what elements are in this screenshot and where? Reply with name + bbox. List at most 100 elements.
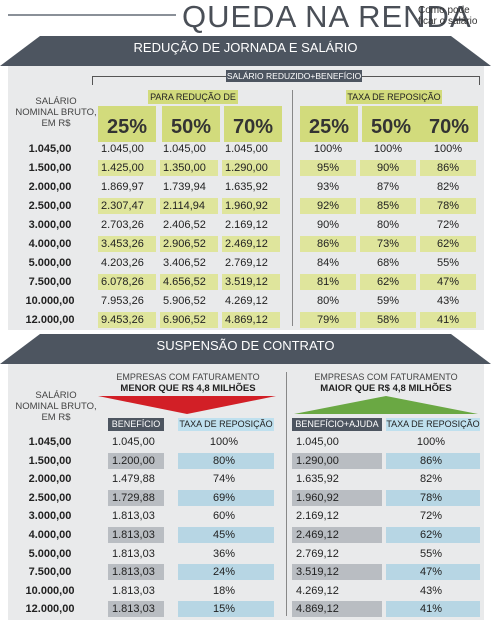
replacement-rate-cell: 43%: [436, 295, 460, 307]
rate-right-column-header: TAXA DE REPOSIÇÃO: [386, 418, 480, 431]
row-highlight: [386, 601, 480, 617]
row-highlight: [108, 601, 164, 617]
row-highlight: [222, 274, 280, 290]
section1-band-shape: [0, 36, 491, 66]
row-highlight: [160, 236, 218, 252]
benefit-cell: 1.813,03: [112, 548, 155, 560]
row-highlight: [300, 198, 356, 214]
row-highlight: [160, 274, 218, 290]
salary-row-label: 1.500,00: [28, 455, 72, 467]
percent-header-bg: [300, 106, 358, 142]
replacement-rate-cell: 86%: [316, 238, 340, 250]
replacement-rate-cell: 93%: [316, 181, 340, 193]
section2-band-shape: [0, 334, 491, 364]
benefit-cell: 1.479,88: [112, 473, 155, 485]
percent-header-bg: [362, 106, 420, 142]
row-highlight: [108, 453, 164, 469]
reduced-salary-cell: 1.425,00: [101, 162, 144, 174]
benefit-cell: 1.635,92: [296, 473, 339, 485]
replacement-rate-cell: 69%: [212, 492, 236, 504]
reduced-salary-cell: 6.906,52: [163, 314, 206, 326]
row-highlight: [108, 527, 164, 543]
salary-row-label: 2.500,00: [28, 200, 72, 212]
reduced-salary-cell: 5.906,52: [163, 295, 206, 307]
row-highlight: [360, 236, 416, 252]
row-highlight: [300, 312, 356, 328]
reduced-salary-cell: 4.869,12: [225, 314, 268, 326]
reduced-salary-cell: 3.453,26: [101, 238, 144, 250]
benefit-cell: 1.729,88: [112, 492, 155, 504]
reduced-salary-cell: 1.635,92: [225, 181, 268, 193]
benefit-cell: 4.869,12: [296, 603, 339, 615]
benefit-cell: 1.290,00: [296, 455, 339, 467]
benefit-cell: 1.813,03: [112, 585, 155, 597]
reduced-salary-cell: 1.290,00: [225, 162, 268, 174]
row-highlight: [98, 274, 156, 290]
right-group-line1: EMPRESAS COM FATURAMENTO: [314, 372, 458, 382]
replacement-rate-cell: 62%: [419, 529, 443, 541]
row-highlight: [98, 312, 156, 328]
green-up-arrow: [294, 396, 478, 414]
row-highlight: [222, 312, 280, 328]
salary-row-label: 5.000,00: [28, 257, 72, 269]
red-down-arrow: [98, 396, 276, 414]
benefit-aid-column-header: BENEFÍCIO+AJUDA: [292, 418, 382, 431]
salary-row-label: 12.000,00: [25, 314, 75, 326]
replacement-rate-cell: 86%: [436, 162, 460, 174]
row-highlight: [420, 236, 476, 252]
replacement-rate-cell: 74%: [212, 473, 236, 485]
replacement-rate-cell: 60%: [212, 510, 236, 522]
reduced-salary-cell: 7.953,26: [101, 295, 144, 307]
salary-row-label: 3.000,00: [28, 219, 72, 231]
benefit-cell: 2.169,12: [296, 510, 339, 522]
replacement-rate-cell: 82%: [419, 473, 443, 485]
percent-header: 25%: [106, 116, 148, 138]
reduced-salary-cell: 1.739,94: [163, 181, 206, 193]
reduced-salary-cell: 4.656,52: [163, 276, 206, 288]
replacement-rate-cell: 41%: [436, 314, 460, 326]
section1-band-title: REDUÇÃO DE JORNADA E SALÁRIO: [133, 40, 358, 55]
benefit-cell: 4.269,12: [296, 585, 339, 597]
replacement-rate-cell: 72%: [419, 510, 443, 522]
row-highlight: [222, 160, 280, 176]
benefit-cell: 1.200,00: [112, 455, 155, 467]
salary-row-label: 2.000,00: [28, 473, 72, 485]
salary-row-label: 2.500,00: [28, 492, 72, 504]
replacement-rate-cell: 78%: [419, 492, 443, 504]
replacement-rate-cell: 68%: [376, 257, 400, 269]
row-highlight: [420, 274, 476, 290]
benefit-cell: 1.813,03: [112, 566, 155, 578]
row-highlight: [222, 198, 280, 214]
benefit-cell: 1.960,92: [296, 492, 339, 504]
row-highlight: [292, 564, 382, 580]
reduced-salary-cell: 2.406,52: [163, 219, 206, 231]
reduced-salary-cell: 2.307,47: [101, 200, 144, 212]
row-highlight: [300, 236, 356, 252]
reduced-salary-cell: 1.869,97: [101, 181, 144, 193]
benefit-column-header: BENEFÍCIO: [108, 418, 164, 431]
salary-row-label: 7.500,00: [28, 566, 72, 578]
percent-header-bg: [420, 106, 478, 142]
replacement-rate-cell: 80%: [376, 219, 400, 231]
replacement-rate-cell: 100%: [373, 143, 403, 155]
reduced-salary-cell: 1.045,00: [163, 143, 206, 155]
replacement-rate-cell: 58%: [376, 314, 400, 326]
left-group-line2: MENOR QUE R$ 4,8 MILHÕES: [120, 383, 256, 394]
replacement-rate-cell: 85%: [376, 200, 400, 212]
replacement-rate-cell: 41%: [419, 603, 443, 615]
benefit-cell: 2.469,12: [296, 529, 339, 541]
row-highlight: [420, 198, 476, 214]
section2-band-title: SUSPENSÃO DE CONTRATO: [156, 338, 335, 353]
right-group-line2: MAIOR QUE R$ 4,8 MILHÕES: [320, 383, 452, 394]
salary-row-label: 1.045,00: [28, 143, 72, 155]
percent-header: 70%: [428, 116, 470, 138]
rate-left-column-header: TAXA DE REPOSIÇÃO: [178, 418, 274, 431]
row-highlight: [98, 160, 156, 176]
row-highlight: [98, 198, 156, 214]
row-highlight: [108, 564, 164, 580]
section2-divider: [286, 372, 287, 616]
percent-header: 50%: [170, 116, 212, 138]
row-highlight: [160, 160, 218, 176]
replacement-rate-cell: 90%: [316, 219, 340, 231]
row-highlight: [178, 564, 274, 580]
